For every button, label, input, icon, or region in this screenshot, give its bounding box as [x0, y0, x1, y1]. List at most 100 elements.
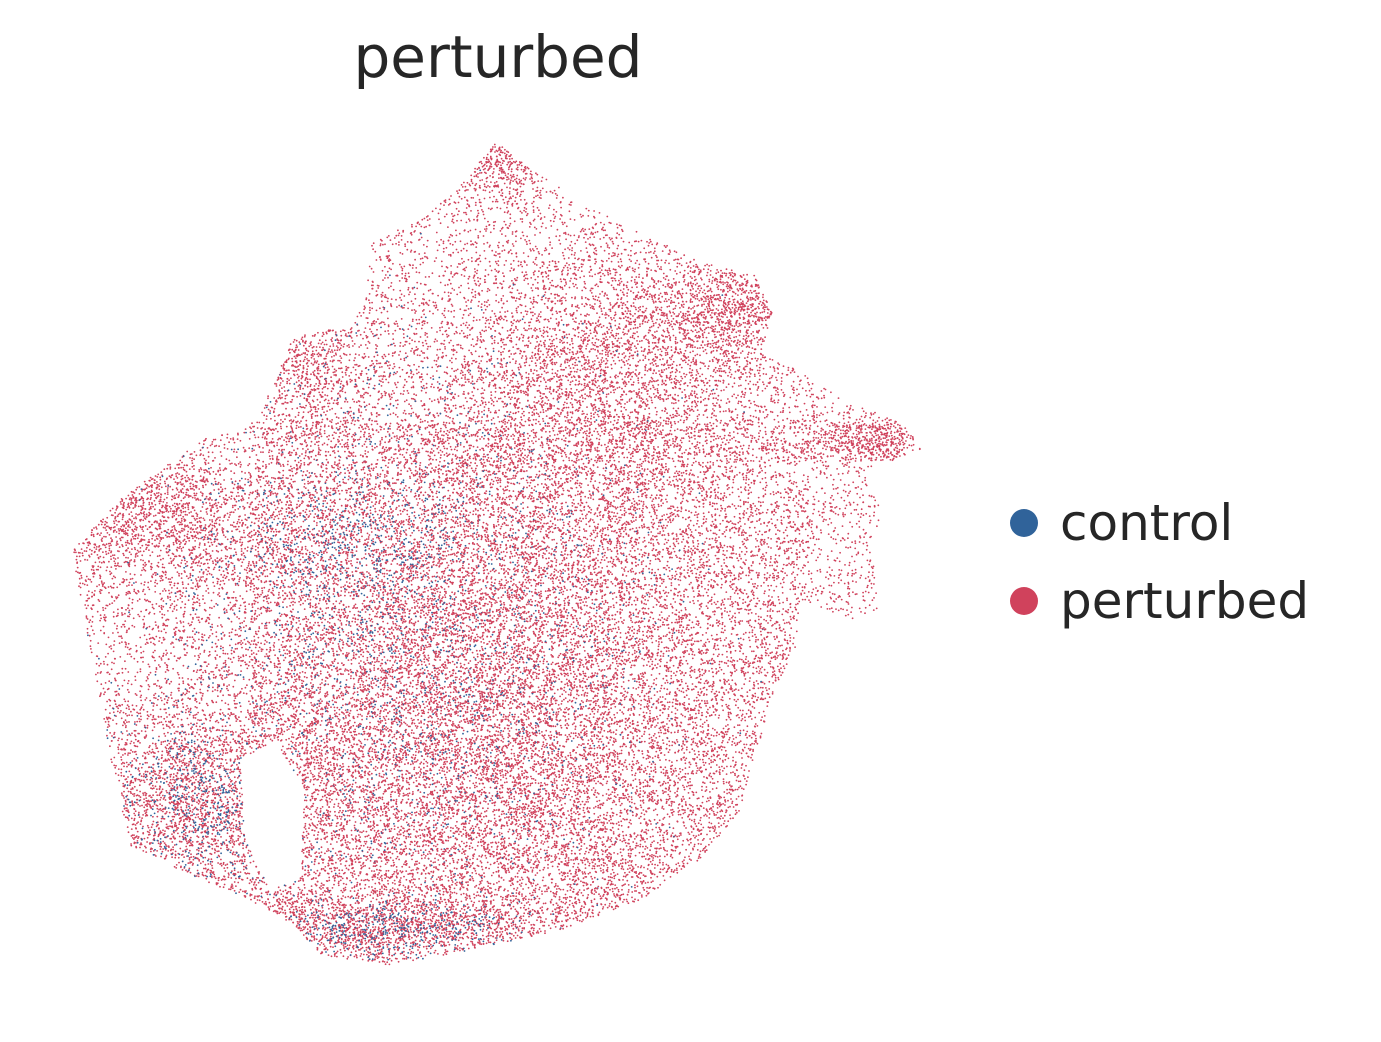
scatter-point-perturbed	[420, 336, 422, 338]
scatter-point-perturbed	[533, 206, 535, 208]
scatter-point-perturbed	[105, 608, 107, 610]
scatter-point-perturbed	[676, 415, 678, 417]
scatter-point-perturbed	[583, 354, 585, 356]
scatter-point-perturbed	[211, 877, 213, 879]
scatter-point-perturbed	[358, 834, 360, 836]
scatter-point-perturbed	[616, 232, 618, 234]
scatter-point-perturbed	[553, 462, 555, 464]
scatter-point-perturbed	[481, 436, 483, 438]
scatter-point-perturbed	[485, 230, 487, 232]
scatter-point-perturbed	[678, 835, 680, 837]
scatter-point-perturbed	[525, 737, 527, 739]
scatter-point-perturbed	[738, 574, 740, 576]
scatter-point-perturbed	[158, 736, 160, 738]
scatter-point-perturbed	[109, 712, 111, 714]
scatter-point-perturbed	[106, 570, 108, 572]
scatter-point-perturbed	[748, 352, 750, 354]
scatter-point-perturbed	[345, 668, 347, 670]
scatter-point-perturbed	[700, 678, 702, 680]
scatter-point-perturbed	[517, 833, 519, 835]
scatter-point-perturbed	[618, 821, 620, 823]
scatter-point-perturbed	[633, 448, 635, 450]
scatter-point-perturbed	[391, 282, 393, 284]
scatter-point-perturbed	[266, 692, 268, 694]
scatter-point-perturbed	[639, 470, 641, 472]
scatter-point-perturbed	[322, 408, 324, 410]
scatter-point-perturbed	[645, 364, 647, 366]
scatter-point-perturbed	[301, 453, 303, 455]
scatter-point-perturbed	[701, 700, 703, 702]
scatter-point-perturbed	[156, 808, 158, 810]
scatter-point-perturbed	[356, 929, 358, 931]
scatter-point-perturbed	[416, 748, 418, 750]
scatter-point-perturbed	[872, 599, 874, 601]
scatter-point-perturbed	[852, 580, 854, 582]
scatter-point-perturbed	[118, 594, 120, 596]
scatter-point-perturbed	[824, 492, 826, 494]
scatter-point-perturbed	[483, 567, 485, 569]
scatter-point-perturbed	[547, 388, 549, 390]
scatter-point-perturbed	[487, 504, 489, 506]
scatter-point-perturbed	[501, 845, 503, 847]
scatter-point-perturbed	[650, 397, 652, 399]
scatter-point-perturbed	[628, 902, 630, 904]
scatter-point-perturbed	[687, 663, 689, 665]
scatter-point-perturbed	[144, 810, 146, 812]
scatter-point-perturbed	[536, 858, 538, 860]
scatter-point-perturbed	[736, 474, 738, 476]
scatter-point-perturbed	[545, 388, 547, 390]
scatter-point-perturbed	[98, 550, 100, 552]
scatter-point-perturbed	[281, 501, 283, 503]
scatter-point-perturbed	[692, 346, 694, 348]
scatter-point-perturbed	[210, 445, 212, 447]
scatter-point-perturbed	[502, 245, 504, 247]
scatter-point-perturbed	[504, 316, 506, 318]
scatter-point-perturbed	[749, 372, 751, 374]
scatter-point-perturbed	[410, 927, 412, 929]
scatter-point-perturbed	[97, 569, 99, 571]
scatter-point-perturbed	[345, 372, 347, 374]
scatter-point-perturbed	[651, 550, 653, 552]
scatter-point-perturbed	[509, 607, 511, 609]
scatter-point-perturbed	[599, 482, 601, 484]
scatter-point-perturbed	[642, 420, 644, 422]
scatter-point-perturbed	[342, 878, 344, 880]
scatter-point-perturbed	[534, 396, 536, 398]
scatter-point-perturbed	[286, 383, 288, 385]
scatter-point-perturbed	[409, 343, 411, 345]
scatter-point-perturbed	[133, 617, 135, 619]
scatter-point-perturbed	[706, 391, 708, 393]
scatter-point-perturbed	[735, 601, 737, 603]
scatter-point-perturbed	[406, 688, 408, 690]
scatter-point-perturbed	[205, 502, 207, 504]
scatter-point-perturbed	[402, 638, 404, 640]
scatter-point-perturbed	[614, 756, 616, 758]
scatter-point-perturbed	[688, 814, 690, 816]
scatter-point-perturbed	[524, 329, 526, 331]
scatter-point-perturbed	[495, 410, 497, 412]
scatter-point-perturbed	[625, 633, 627, 635]
scatter-point-perturbed	[336, 867, 338, 869]
scatter-point-perturbed	[802, 549, 804, 551]
scatter-point-perturbed	[572, 724, 574, 726]
scatter-point-perturbed	[752, 583, 754, 585]
scatter-point-perturbed	[384, 375, 386, 377]
scatter-point-perturbed	[299, 641, 301, 643]
scatter-point-perturbed	[270, 672, 272, 674]
scatter-point-perturbed	[325, 600, 327, 602]
scatter-point-perturbed	[769, 644, 771, 646]
scatter-point-perturbed	[629, 871, 631, 873]
scatter-point-perturbed	[726, 284, 728, 286]
scatter-point-perturbed	[338, 654, 340, 656]
scatter-point-perturbed	[167, 529, 169, 531]
scatter-point-perturbed	[688, 717, 690, 719]
scatter-point-perturbed	[189, 868, 191, 870]
scatter-point-perturbed	[388, 870, 390, 872]
scatter-point-perturbed	[660, 800, 662, 802]
scatter-point-perturbed	[567, 755, 569, 757]
scatter-point-perturbed	[670, 372, 672, 374]
scatter-point-perturbed	[339, 816, 341, 818]
scatter-point-perturbed	[100, 532, 102, 534]
scatter-point-perturbed	[161, 608, 163, 610]
scatter-point-perturbed	[501, 579, 503, 581]
